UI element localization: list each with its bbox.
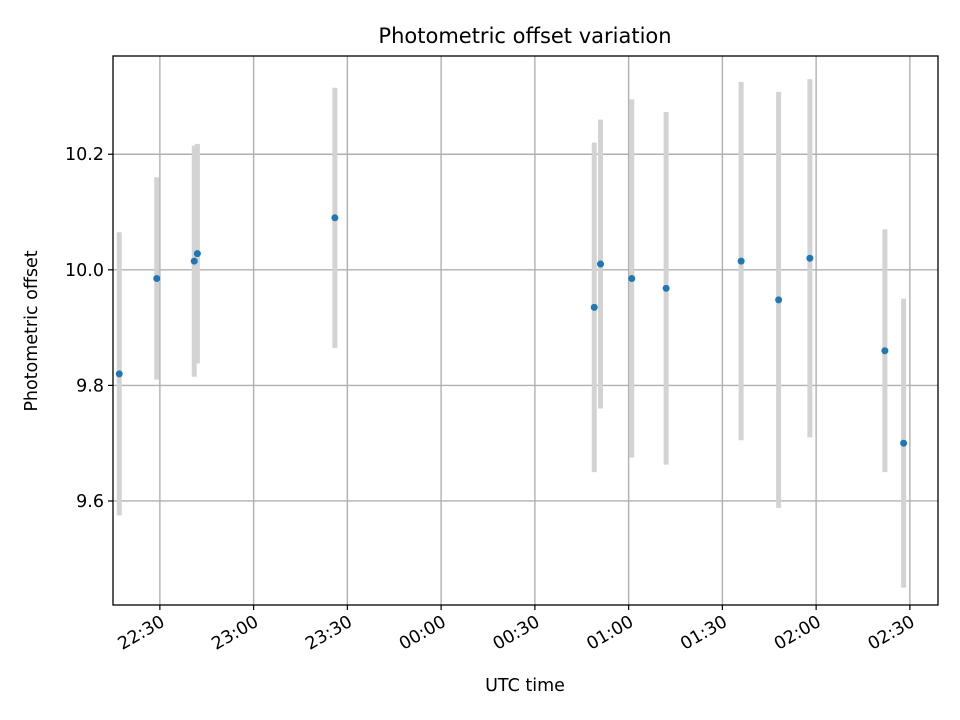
x-axis-ticks: 22:30 23:00 23:30 00:00 00:30 01:00 01:30 02:00… — [115, 605, 919, 655]
data-point — [775, 296, 783, 304]
y-grid — [113, 153, 938, 502]
data-points — [115, 214, 908, 447]
data-point — [331, 214, 339, 222]
data-point — [806, 254, 814, 262]
data-point — [900, 439, 908, 447]
x-tick-label: 23:00 — [208, 612, 262, 655]
x-axis-label: UTC time — [485, 676, 565, 696]
y-axis-ticks: 9.6 9.8 10.0 10.2 — [65, 145, 113, 512]
data-point — [881, 347, 889, 355]
data-point — [628, 274, 636, 282]
data-point — [737, 257, 745, 265]
x-tick-label: 22:30 — [115, 612, 169, 655]
data-point — [597, 260, 604, 268]
x-tick-label: 01:30 — [677, 612, 731, 655]
plot-area-frame — [112, 55, 939, 606]
data-point — [190, 257, 198, 265]
y-axis-label: Photometric offset — [22, 250, 42, 411]
data-point — [115, 370, 123, 378]
x-tick-label: 23:30 — [302, 612, 356, 655]
data-point — [662, 284, 670, 292]
data-point — [193, 250, 201, 258]
x-tick-label: 02:30 — [865, 612, 919, 655]
data-point — [590, 303, 598, 311]
data-point — [153, 274, 161, 282]
y-tick-label: 9.8 — [76, 376, 104, 396]
y-tick-label: 9.6 — [76, 492, 104, 512]
y-tick-label: 10.0 — [65, 261, 104, 281]
x-tick-label: 02:00 — [771, 612, 825, 655]
error-bars — [116, 79, 907, 588]
x-tick-label: 00:00 — [396, 612, 450, 655]
chart-title: Photometric offset variation — [378, 24, 671, 48]
y-tick-label: 10.2 — [65, 145, 104, 165]
x-grid — [159, 56, 911, 605]
x-tick-label: 00:30 — [490, 612, 544, 655]
x-tick-label: 01:00 — [583, 612, 637, 655]
